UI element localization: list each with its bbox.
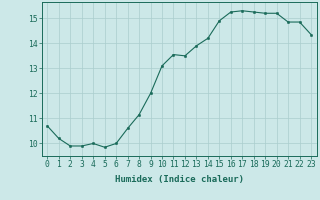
X-axis label: Humidex (Indice chaleur): Humidex (Indice chaleur) bbox=[115, 175, 244, 184]
